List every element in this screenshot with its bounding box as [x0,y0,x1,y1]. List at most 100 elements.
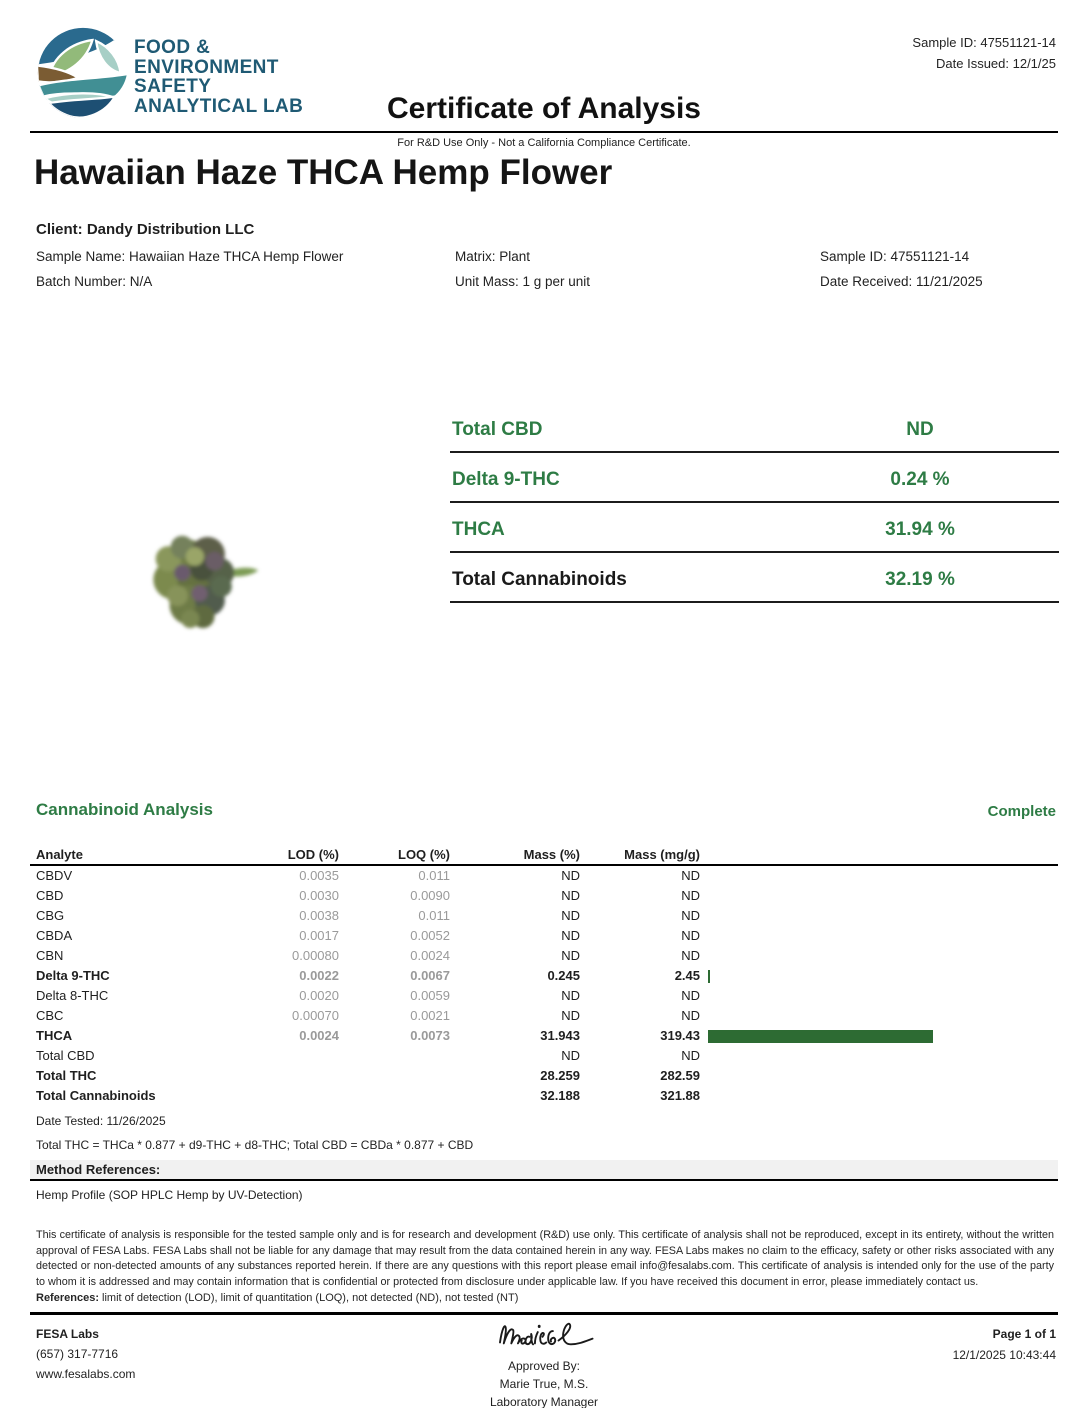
loq-cell: 0.011 [418,908,450,923]
sample-info-right: Sample ID: 47551121-14 Date Received: 11… [820,244,983,294]
loq-cell: 0.011 [418,868,450,883]
mass-bar-wrap [708,1029,933,1043]
mass-pct-cell: 28.259 [540,1068,580,1083]
lod-cell: 0.0038 [299,908,339,923]
lod-cell: 0.0020 [299,988,339,1003]
analyte-cell: CBDV [36,868,73,883]
matrix: Matrix: Plant [455,249,531,264]
method-references-header: Method References: [30,1160,1058,1181]
mass-pct-cell: ND [561,1048,580,1063]
summary-label: Total Cannabinoids [452,569,627,590]
table-row: Delta 9-THC 0.0022 0.0067 0.245 2.45 [30,966,1058,986]
loq-cell: 0.0021 [410,1008,450,1023]
title-divider [30,131,1058,133]
table-body: CBDV 0.0035 0.011 ND ND CBD 0.0030 0.009… [30,866,1058,1106]
signature-icon [498,1322,594,1346]
summary-value: ND [906,419,934,440]
analyte-cell: Total CBD [36,1048,95,1063]
lab-name-line: ENVIRONMENT [134,56,279,78]
analyte-cell: CBC [36,1008,64,1023]
footer-divider [30,1312,1058,1315]
summary-label: Delta 9-THC [452,469,560,490]
mass-pct-cell: ND [561,888,580,903]
summary-value: 0.24 % [890,469,950,490]
loq-cell: 0.0052 [410,928,450,943]
mass-mg-cell: ND [681,888,700,903]
summary-label: Total CBD [452,419,543,440]
footer-lab-name: FESA Labs [36,1327,99,1341]
column-header: LOD (%) [287,847,339,862]
mass-mg-cell: 2.45 [674,968,700,983]
analyte-cell: CBG [36,908,65,923]
footer-phone: (657) 317-7716 [36,1347,119,1361]
column-header: Mass (%) [523,847,580,862]
mass-mg-cell: ND [681,988,700,1003]
mass-pct-cell: ND [561,868,580,883]
mass-mg-cell: ND [681,928,700,943]
mass-pct-cell: ND [561,908,580,923]
mass-pct-cell: ND [561,988,580,1003]
references-text: limit of detection (LOD), limit of quant… [98,1292,519,1304]
section-status-badge: Complete [987,803,1056,820]
analyte-cell: Total Cannabinoids [36,1088,156,1103]
analyte-cell: Delta 9-THC [36,968,110,983]
lab-name: FOOD & ENVIRONMENT SAFETY ANALYTICAL LAB [134,38,303,116]
header-date-issued: Date Issued: 12/1/25 [936,56,1056,71]
table-row: CBG 0.0038 0.011 ND ND [30,906,1058,926]
summary-label: THCA [452,519,505,540]
summary-value: 31.94 % [885,519,955,540]
mass-pct-cell: 32.188 [540,1088,580,1103]
sample-name: Sample Name: Hawaiian Haze THCA Hemp Flo… [36,249,344,264]
product-name: Hawaiian Haze THCA Hemp Flower [34,153,613,192]
references-line: References: limit of detection (LOD), li… [36,1292,518,1304]
mass-mg-cell: ND [681,1008,700,1023]
lab-name-line: SAFETY [134,76,212,97]
table-header-row: Analyte LOD (%) LOQ (%) Mass (%) Mass (m… [30,845,1058,866]
loq-cell: 0.0024 [410,948,450,963]
lod-cell: 0.0017 [299,928,339,943]
approver-title: Laboratory Manager [489,1395,599,1408]
table-row: Delta 8-THC 0.0020 0.0059 ND ND [30,986,1058,1006]
column-header: Analyte [36,847,83,862]
table-row: CBDA 0.0017 0.0052 ND ND [30,926,1058,946]
loq-cell: 0.0090 [410,888,450,903]
method-reference-value: Hemp Profile (SOP HPLC Hemp by UV-Detect… [36,1188,303,1202]
footer-lab-info: FESA Labs (657) 317-7716 www.fesalabs.co… [36,1324,135,1384]
mass-bar [708,1029,933,1043]
table-row: Total THC 28.259 282.59 [30,1066,1058,1086]
unit-mass: Unit Mass: 1 g per unit [455,274,591,289]
table-row: Total Cannabinoids 32.188 321.88 [30,1086,1058,1106]
summary-row-thca: THCA 31.94 % [450,519,1059,553]
thc-formula: Total THC = THCa * 0.877 + d9-THC + d8-T… [36,1138,474,1152]
sample-id: Sample ID: 47551121-14 [820,249,970,264]
sample-info-left: Sample Name: Hawaiian Haze THCA Hemp Flo… [36,244,343,294]
analyte-cell: CBD [36,888,64,903]
analyte-cell: Total THC [36,1068,97,1083]
analyte-cell: CBN [36,948,64,963]
loq-cell: 0.0059 [410,988,450,1003]
table-row: Total CBD ND ND [30,1046,1058,1066]
footer-website: www.fesalabs.com [36,1367,136,1381]
analyte-cell: CBDA [36,928,73,943]
lod-cell: 0.0035 [299,868,339,883]
lod-cell: 0.0022 [299,968,339,983]
mass-pct-cell: 0.245 [547,968,580,983]
lod-cell: 0.0024 [299,1028,339,1043]
summary-value: 32.19 % [885,569,955,590]
table-row: CBD 0.0030 0.0090 ND ND [30,886,1058,906]
references-label: References: [36,1292,99,1304]
lab-name-line: FOOD & [134,37,211,58]
section-title-cannabinoid-analysis: Cannabinoid Analysis [36,800,213,819]
mass-pct-cell: 31.943 [540,1028,580,1043]
mass-mg-cell: ND [681,948,700,963]
lod-cell: 0.00070 [292,1008,339,1023]
summary-row-total-cannabinoids: Total Cannabinoids 32.19 % [450,569,1059,603]
sample-info-middle: Matrix: Plant Unit Mass: 1 g per unit [455,244,590,294]
client-name: Client: Dandy Distribution LLC [36,221,255,238]
analyte-cell: Delta 8-THC [36,988,109,1003]
approver-name: Marie True, M.S. [499,1377,589,1391]
mass-bar-wrap [708,969,710,983]
disclaimer-text: This certificate of analysis is responsi… [36,1229,1054,1288]
mass-mg-cell: 321.88 [660,1088,700,1103]
